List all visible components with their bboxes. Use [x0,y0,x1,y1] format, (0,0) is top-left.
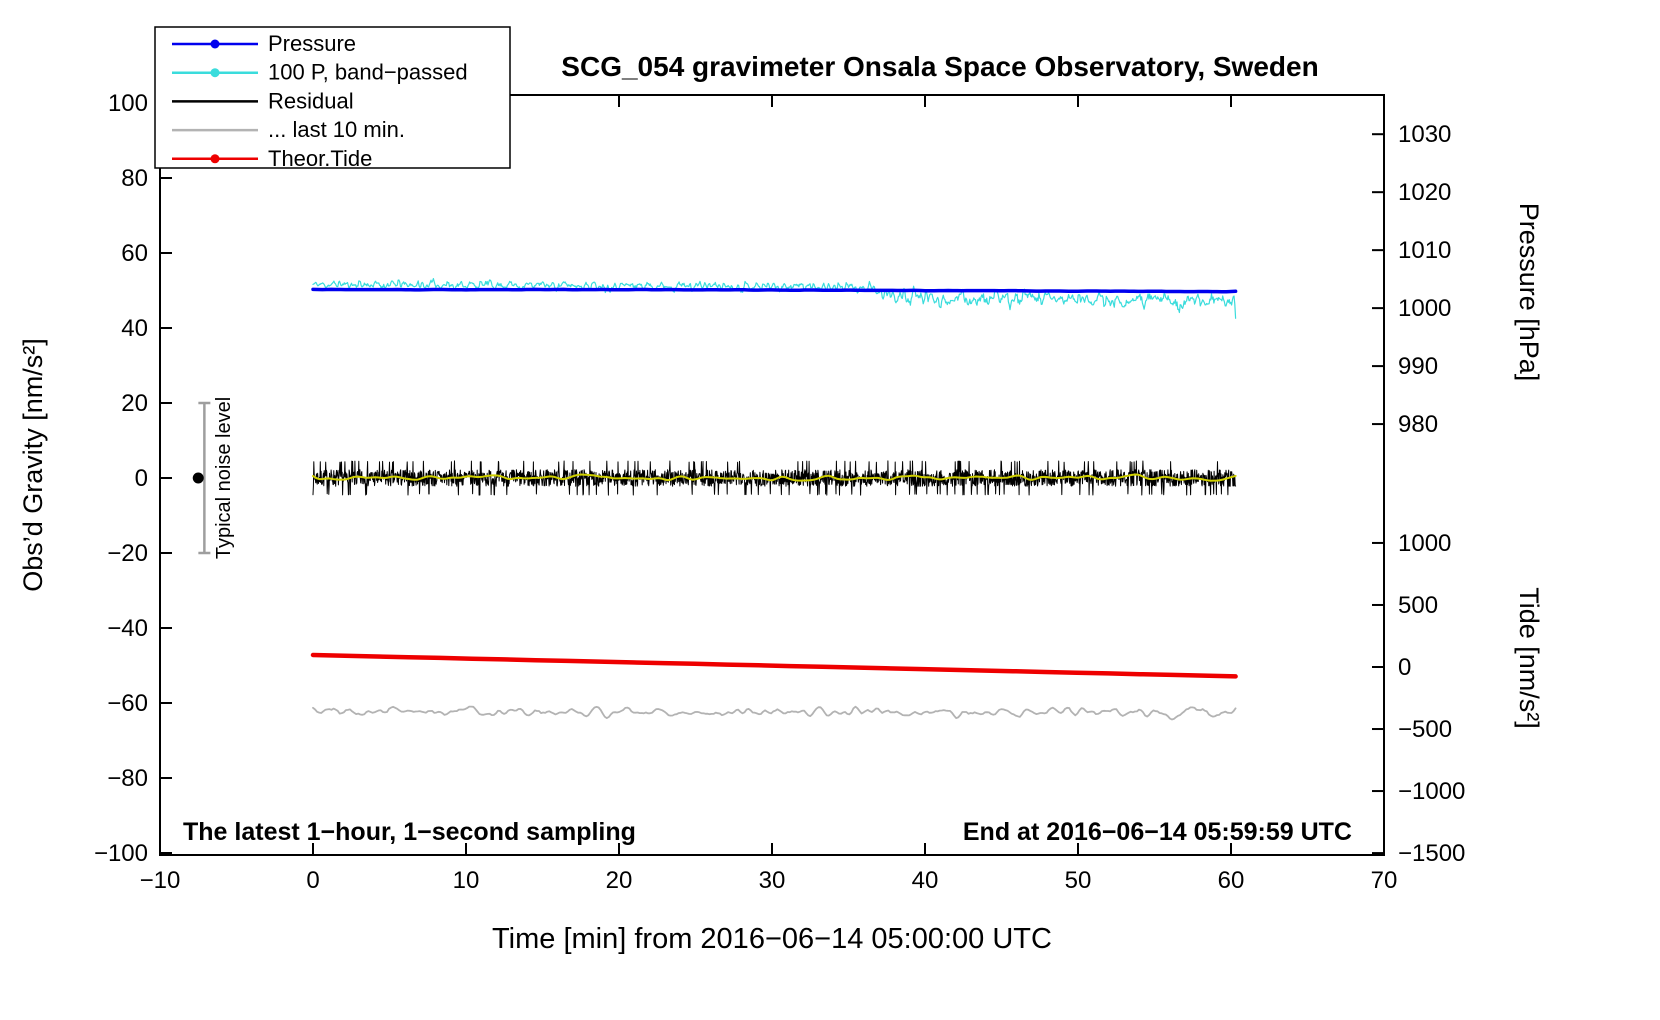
legend: Pressure 100 P, band−passed Residual ... la… [154,26,511,171]
chart-title: SCG_054 gravimeter Onsala Space Observat… [561,51,1318,82]
pressure-axis-label: Pressure [hPa] [1514,203,1544,382]
left-tick-label: 80 [121,165,148,192]
pressure-axis-ticks-label: 990 [1398,353,1438,380]
noise-center-dot [192,472,204,484]
pressure-axis-ticks-label: 1010 [1398,237,1451,264]
x-tick-label: 20 [606,867,633,894]
tide-axis-ticks-label: −1500 [1398,840,1465,867]
pressure-axis-ticks-label: 1000 [1398,295,1451,322]
left-tick-label: −100 [94,840,148,867]
legend-item-label: Theor.Tide [268,146,372,171]
legend-item-label: Pressure [268,31,356,56]
legend-item: Residual [172,88,354,113]
sampling-note: The latest 1−hour, 1−second sampling [183,818,636,846]
x-tick-label: 70 [1371,867,1398,894]
legend-item: Theor.Tide [172,146,372,171]
tide-axis-ticks-label: 0 [1398,654,1411,681]
x-axis-ticks: −10 0 10 20 30 40 50 60 70 [140,95,1398,894]
left-tick-label: −40 [107,615,148,642]
left-tick-label: 20 [121,390,148,417]
end-time-note: End at 2016−06−14 05:59:59 UTC [963,818,1352,846]
tide-axis-ticks-label: 500 [1398,592,1438,619]
tide-axis-ticks-label: 1000 [1398,530,1451,557]
left-axis-label: Obs’d Gravity [nm/s²] [18,338,48,592]
left-tick-label: 100 [108,90,148,117]
pressure-axis-ticks: 1030 1020 1010 1000 990 980 [1372,121,1451,438]
x-axis-label: Time [min] from 2016−06−14 05:00:00 UTC [492,923,1052,955]
x-tick-label: 0 [306,867,319,894]
x-tick-label: 50 [1065,867,1092,894]
left-tick-label: 60 [121,240,148,267]
pressure-axis-ticks-label: 1020 [1398,179,1451,206]
x-tick-label: 10 [453,867,480,894]
left-tick-label: −60 [107,690,148,717]
typical-noise-bar [192,401,211,555]
tide-axis-ticks: 1000 500 0 −500 −1000 −1500 [1372,530,1465,867]
tide-axis-ticks-label: −500 [1398,716,1452,743]
x-tick-label: 40 [912,867,939,894]
legend-item: 100 P, band−passed [172,60,468,85]
series-pressure [311,287,1238,294]
left-tick-label: −20 [107,540,148,567]
legend-item: Pressure [172,31,356,56]
tide-axis-label: Tide [nm/s²] [1514,587,1544,729]
noise-level-label: Typical noise level [213,397,235,559]
left-tick-label: −80 [107,765,148,792]
x-tick-label: 30 [759,867,786,894]
legend-box [154,26,511,169]
legend-marker-dot [210,39,220,49]
series--last-10-min- [312,705,1237,721]
series-residual-smoothed [312,473,1237,482]
legend-marker-dot [210,154,220,164]
legend-item-label: Residual [268,88,354,113]
x-tick-label: 60 [1218,867,1245,894]
pressure-axis-ticks-label: 980 [1398,411,1438,438]
left-tick-label: 40 [121,315,148,342]
x-tick-label: −10 [140,867,181,894]
legend-marker-dot [210,68,220,78]
legend-item-label: ... last 10 min. [268,117,405,142]
pressure-axis-ticks-label: 1030 [1398,121,1451,148]
left-tick-label: 0 [135,465,148,492]
left-axis-ticks: 100 80 60 40 20 0 −20 −40 −60 −80 −100 [94,90,172,867]
legend-item: ... last 10 min. [172,117,405,142]
tide-axis-ticks-label: −1000 [1398,778,1465,805]
series-theor-tide [310,652,1238,679]
legend-item-label: 100 P, band−passed [268,60,468,85]
